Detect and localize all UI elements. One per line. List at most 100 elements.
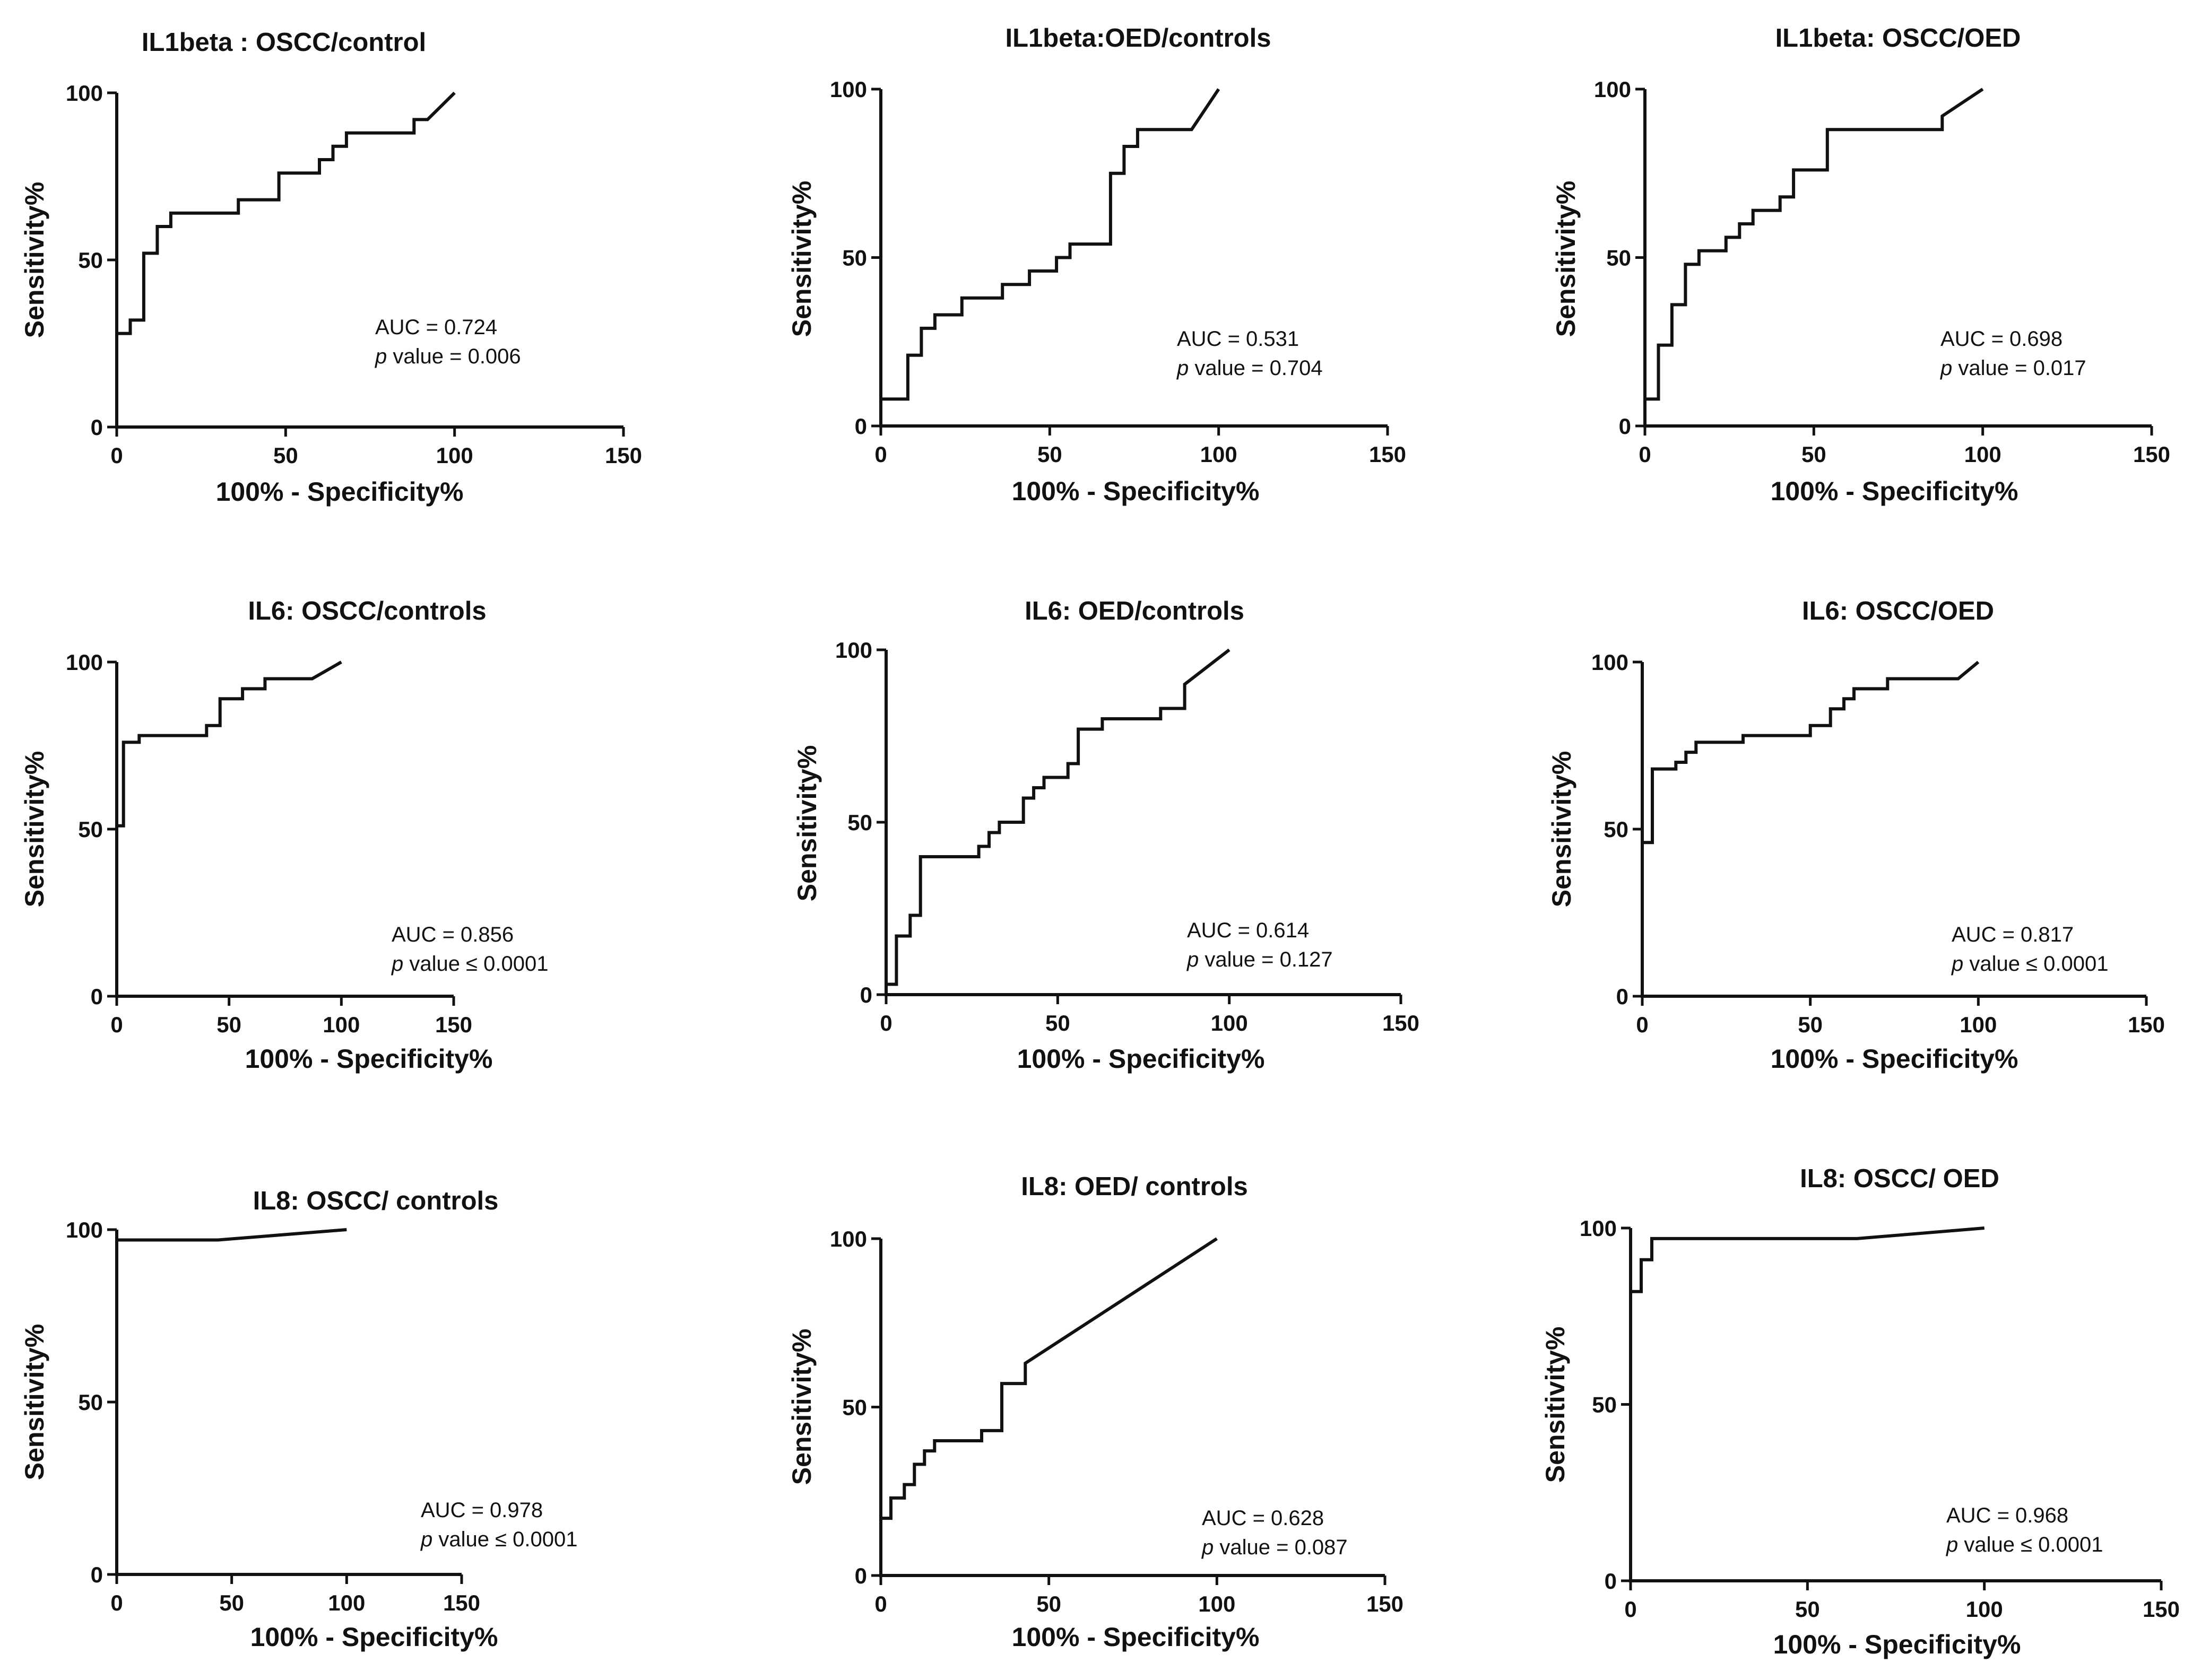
y-tick-label: 50 <box>1592 1392 1617 1417</box>
p-value-text: value ≤ 0.0001 <box>403 952 548 976</box>
y-tick-label: 50 <box>847 810 872 835</box>
x-tick-label: 150 <box>2133 442 2170 467</box>
chart-title: IL8: OSCC/ controls <box>253 1187 499 1215</box>
y-tick-label: 50 <box>1606 246 1631 271</box>
x-tick-label: 0 <box>1639 442 1651 467</box>
x-axis-label: 100% - Specificity% <box>245 1044 493 1074</box>
y-tick-label: 0 <box>91 1562 103 1587</box>
x-tick-label: 0 <box>110 443 123 468</box>
x-tick-label: 150 <box>1366 1591 1403 1616</box>
roc-panel-2: IL1beta:OED/controls 0 50 100 150 0 50 100 100% … <box>787 24 1406 506</box>
x-tick-label: 100 <box>436 443 473 468</box>
p-symbol: p <box>1940 356 1952 380</box>
y-tick-label: 100 <box>66 650 103 675</box>
chart-title: IL6: OSCC/controls <box>248 597 486 625</box>
x-tick-label: 150 <box>605 443 642 468</box>
x-tick-label: 100 <box>1966 1597 2003 1622</box>
y-tick-label: 50 <box>1604 817 1628 842</box>
p-value-annotation: p value = 0.704 <box>1176 356 1323 380</box>
x-tick-label: 50 <box>219 1590 244 1615</box>
y-axis-label: Sensitivity% <box>1540 1327 1570 1483</box>
p-value-annotation: p value = 0.127 <box>1186 948 1333 971</box>
x-tick-label: 100 <box>1960 1012 1997 1037</box>
p-value-text: value = 0.006 <box>387 345 521 368</box>
roc-curve-line <box>115 91 456 427</box>
p-value-text: value = 0.704 <box>1189 356 1322 380</box>
x-tick-label: 50 <box>216 1012 241 1037</box>
chart-title: IL6: OED/controls <box>1025 597 1244 625</box>
x-axis-label: 100% - Specificity% <box>1017 1044 1265 1074</box>
x-axis-label: 100% - Specificity% <box>216 477 464 507</box>
y-tick-label: 100 <box>1580 1216 1617 1241</box>
roc-curve-line <box>885 648 1231 995</box>
y-axis-label: Sensitivity% <box>1547 751 1576 908</box>
auc-annotation: AUC = 0.968 <box>1946 1504 2068 1527</box>
p-value-text: value ≤ 0.0001 <box>1963 952 2108 976</box>
y-tick-label: 0 <box>860 982 872 1007</box>
x-axis-label: 100% - Specificity% <box>1771 1044 2018 1074</box>
x-tick-label: 0 <box>1624 1597 1636 1622</box>
y-tick-label: 100 <box>66 81 103 106</box>
p-value-annotation: p value ≤ 0.0001 <box>391 952 549 976</box>
x-tick-label: 50 <box>1037 442 1062 467</box>
auc-annotation: AUC = 0.531 <box>1177 327 1299 351</box>
chart-title: IL8: OED/ controls <box>1021 1172 1247 1201</box>
x-tick-label: 150 <box>443 1590 480 1615</box>
x-tick-label: 150 <box>435 1012 472 1037</box>
y-tick-label: 50 <box>78 817 103 842</box>
p-symbol: p <box>1186 948 1199 971</box>
chart-title: IL1beta: OSCC/OED <box>1775 24 2021 53</box>
y-tick-label: 100 <box>66 1217 103 1242</box>
roc-panel-7: IL8: OSCC/ controls 0 50 100 150 0 50 100 100% -… <box>20 1187 578 1652</box>
y-tick-label: 50 <box>78 1390 103 1415</box>
x-tick-label: 100 <box>1964 442 2001 467</box>
y-tick-label: 0 <box>855 414 867 439</box>
y-tick-label: 100 <box>830 77 867 102</box>
x-tick-label: 50 <box>1045 1011 1070 1035</box>
roc-curve-line <box>1629 1226 1985 1581</box>
y-tick-label: 0 <box>91 984 103 1009</box>
y-tick-label: 50 <box>842 246 867 271</box>
y-tick-label: 0 <box>1619 414 1631 439</box>
x-tick-label: 150 <box>1382 1011 1419 1035</box>
x-tick-label: 0 <box>110 1012 123 1037</box>
y-axis-label: Sensitivity% <box>1551 181 1581 337</box>
x-tick-label: 100 <box>328 1590 365 1615</box>
x-axis-label: 100% - Specificity% <box>1012 1622 1260 1652</box>
x-tick-label: 150 <box>2128 1012 2165 1037</box>
y-tick-label: 100 <box>1591 650 1628 675</box>
y-tick-label: 100 <box>1594 77 1631 102</box>
p-value-annotation: p value = 0.017 <box>1940 356 2086 380</box>
roc-panel-1: IL1beta : OSCC/control 0 50 100 150 0 50 100 100… <box>20 28 642 507</box>
p-value-text: value ≤ 0.0001 <box>432 1528 577 1551</box>
roc-panel-4: IL6: OSCC/controls 0 50 100 150 0 50 100 100% - … <box>20 597 549 1074</box>
x-tick-label: 0 <box>1636 1012 1648 1037</box>
x-tick-label: 0 <box>874 1591 887 1616</box>
roc-curve-line <box>115 660 342 996</box>
y-tick-label: 50 <box>842 1395 867 1420</box>
roc-panel-3: IL1beta: OSCC/OED 0 50 100 150 0 50 100 100% - S… <box>1551 24 2170 506</box>
y-axis-label: Sensitivity% <box>792 745 822 902</box>
p-symbol: p <box>1946 1533 1958 1556</box>
y-tick-label: 100 <box>835 638 872 663</box>
x-tick-label: 0 <box>874 442 887 467</box>
x-tick-label: 100 <box>323 1012 360 1037</box>
x-tick-label: 100 <box>1200 442 1237 467</box>
auc-annotation: AUC = 0.978 <box>421 1499 543 1522</box>
auc-annotation: AUC = 0.614 <box>1187 919 1309 942</box>
roc-curve-line <box>115 1228 347 1574</box>
p-symbol: p <box>391 952 403 976</box>
p-value-text: value = 0.087 <box>1214 1536 1347 1559</box>
x-tick-label: 0 <box>880 1011 892 1035</box>
p-symbol: p <box>375 345 387 368</box>
p-value-annotation: p value ≤ 0.0001 <box>1951 952 2109 976</box>
y-tick-label: 0 <box>855 1563 867 1588</box>
y-tick-label: 0 <box>1605 1569 1617 1594</box>
x-tick-label: 0 <box>110 1590 123 1615</box>
auc-annotation: AUC = 0.724 <box>375 316 497 339</box>
x-axis-label: 100% - Specificity% <box>1771 476 2018 506</box>
roc-panel-9: IL8: OSCC/ OED 0 50 100 150 0 50 100 100% - Spec… <box>1540 1164 2180 1659</box>
chart-title: IL6: OSCC/OED <box>1802 597 1994 625</box>
auc-annotation: AUC = 0.856 <box>392 923 514 946</box>
p-symbol: p <box>1951 952 1963 976</box>
